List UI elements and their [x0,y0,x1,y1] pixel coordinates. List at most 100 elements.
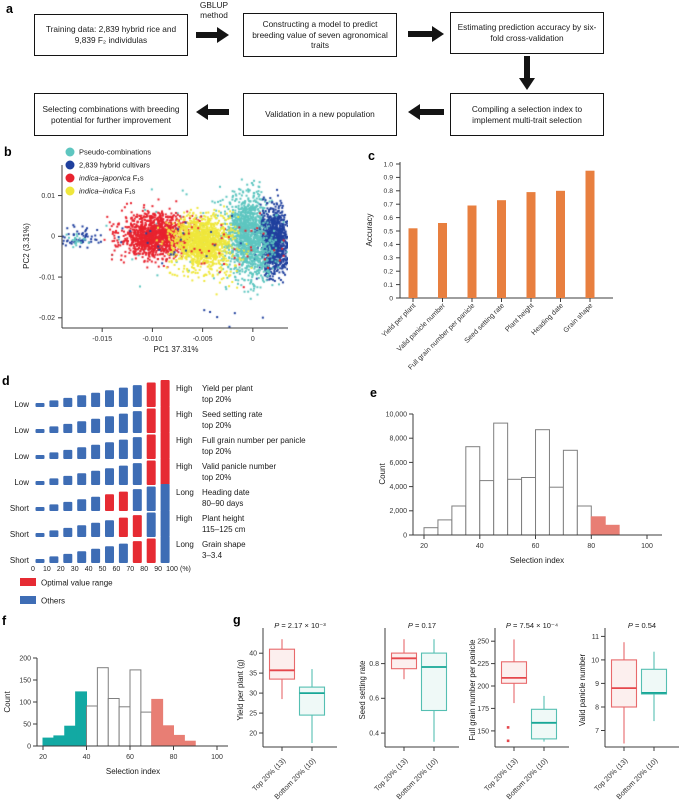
svg-text:Heading date: Heading date [531,302,565,336]
row-range: top 20% [202,395,231,404]
accuracy-tick-labels: 0 0.1 0.2 0.3 0.4 0.5 0.6 0.7 0.8 0.9 1.0 [384,161,394,302]
svg-text:10: 10 [43,566,51,573]
svg-text:225: 225 [477,661,489,668]
svg-text:100: 100 [166,566,178,573]
range-bar [63,501,73,511]
range-bar [49,504,59,511]
hist-bar [479,480,495,536]
box-group [640,651,668,722]
panel-label-a: a [6,2,13,16]
svg-text:200: 200 [19,655,31,662]
svg-text:-0.015: -0.015 [92,336,112,343]
pca-legend-item: 2,839 hybrid cultivars [65,160,150,170]
svg-text:20: 20 [249,730,257,737]
svg-text:100: 100 [19,699,31,706]
pca-legend-item: Pseudo-combinations [65,147,151,157]
svg-text:60: 60 [532,543,540,550]
row-trait: Heading date [202,488,250,497]
svg-text:Optimal value range: Optimal value range [41,579,113,588]
svg-text:7: 7 [595,728,599,735]
range-bar [77,525,87,537]
svg-text:40: 40 [476,543,484,550]
gblup-method-label: GBLUP method [199,0,229,21]
legend-dot-icon [65,173,75,183]
range-bar [49,530,59,537]
svg-text:0.7: 0.7 [384,202,394,209]
row-right-label: High [176,410,192,419]
arrow-down-icon [519,56,535,90]
hist-tick-labels: 0 50 100 150 200 20 40 60 80 100 [19,655,223,761]
range-bar [118,491,128,511]
svg-text:80: 80 [170,754,178,761]
svg-text:2,000: 2,000 [389,508,407,515]
range-bar [118,465,128,485]
row-right-label: High [176,436,192,445]
box-group [530,695,558,742]
range-bar [118,517,128,537]
svg-text:8,000: 8,000 [389,436,407,443]
range-bar [146,538,156,563]
boxplot-axis-lines [259,628,337,751]
row-right-label: High [176,384,192,393]
svg-text:0.4: 0.4 [369,731,379,738]
range-bar [118,387,128,407]
range-bar [35,455,45,459]
accuracy-bar [526,192,536,298]
svg-text:-0.01: -0.01 [39,274,55,281]
svg-text:Valid panicle number: Valid panicle number [396,302,447,353]
range-bar [35,507,45,511]
range-bar [160,406,170,433]
panel-label-c: c [368,149,375,163]
pca-axis-lines [58,165,288,332]
legend-dot-icon [65,147,75,157]
accuracy-axis-lines [396,162,613,302]
range-bar [105,468,114,485]
range-bar [146,382,156,407]
svg-text:0.1: 0.1 [384,282,394,289]
boxplot-axis-lines [601,628,679,751]
svg-text:Pseudo-combinations: Pseudo-combinations [79,148,151,157]
svg-text:8: 8 [595,704,599,711]
row-left-label: Short [10,530,30,539]
svg-text:50: 50 [99,566,107,573]
range-bar [118,543,128,563]
flow-box-model: Constructing a model to predict breeding… [243,13,397,57]
svg-text:150: 150 [477,728,489,735]
row-range: 3–3.4 [202,551,223,560]
svg-text:2,839 hybrid cultivars: 2,839 hybrid cultivars [79,161,150,170]
range-bar [49,556,59,563]
svg-text:0.6: 0.6 [384,215,394,222]
range-bar [146,460,156,485]
row-left-label: Low [14,452,29,461]
range-bar [35,533,45,537]
range-bar [49,478,59,485]
hist-bar [521,477,537,536]
hist-bar [151,698,164,747]
row-right-label: Long [176,488,194,497]
boxplot-axis-lines [491,628,569,751]
svg-text:50: 50 [23,721,31,728]
hist-bars [423,422,620,536]
hist-bar [129,669,142,747]
flow-box-selection-index: Compiling a selection index to implement… [450,93,604,136]
range-bar [49,452,59,459]
svg-text:-0.010: -0.010 [142,336,162,343]
box-group [298,669,326,743]
boxplot-ylabel: Yield per plant (g) [236,659,245,721]
range-bar [132,385,142,407]
flow-box-validation: Validation in a new population [243,93,397,136]
range-bar [118,439,128,459]
range-bar [91,418,101,433]
range-bar [35,429,45,433]
box-group [268,639,296,700]
svg-text:4,000: 4,000 [389,484,407,491]
row-trait: Yield per plant [202,384,254,393]
row-left-label: Short [10,556,30,565]
hist-bar [86,705,98,747]
svg-text:40: 40 [83,754,91,761]
accuracy-bar [438,223,447,298]
range-bar [91,392,101,407]
pca-tick-labels: -0.015 -0.010 -0.005 0 0.01 0 -0.01 -0.02 [39,193,255,343]
